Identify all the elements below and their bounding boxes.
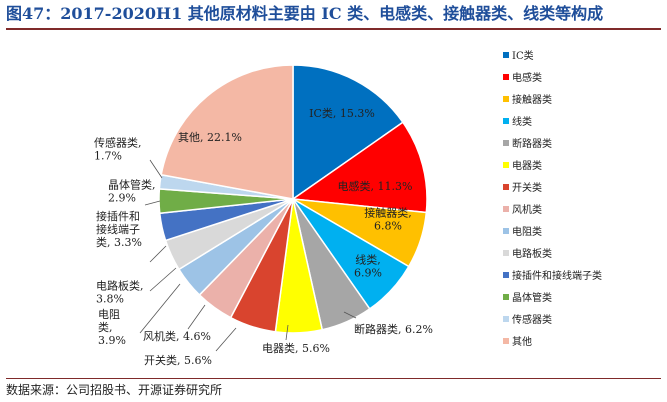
slice-label-line: 2.9%	[108, 192, 136, 205]
pie-chart: IC类, 15.3% 电感类, 11.3% 接触器类, 6.8% 线类, 6.9% 断路器类…	[94, 49, 602, 367]
slice-label-line: 电路板类,	[96, 279, 144, 293]
slice-label-line: 接触器类,	[364, 206, 412, 220]
slice-data-label: 电阻类, 3.9%	[98, 308, 126, 347]
slice-label-line: 电阻	[98, 308, 120, 321]
legend-label: IC类	[512, 49, 534, 62]
slice-label-line: 6.8%	[374, 220, 402, 233]
legend-swatch	[503, 162, 509, 168]
slice-label-line: 接线端子	[96, 222, 140, 236]
legend-label: 断路器类	[512, 137, 552, 150]
slice-data-label: 其他, 22.1%	[178, 131, 242, 144]
legend-label: 电路板类	[512, 247, 552, 260]
slice-label-line: 1.7%	[94, 150, 122, 163]
leader-line	[149, 159, 163, 179]
slice-data-label: IC类, 15.3%	[309, 106, 375, 120]
leader-line	[149, 245, 167, 263]
title-divider	[6, 28, 661, 30]
source-divider	[6, 378, 661, 379]
legend-label: 线类	[512, 115, 532, 128]
legend-swatch	[503, 250, 509, 256]
slice-data-label: 电器类, 5.6%	[262, 341, 330, 355]
slice-label-line: 传感器类,	[94, 136, 142, 150]
legend-swatch	[503, 118, 509, 124]
slice-data-label: 传感器类, 1.7%	[94, 136, 142, 163]
slice-data-label: 断路器类, 6.2%	[354, 322, 433, 336]
leader-line	[187, 304, 206, 330]
legend-label: 晶体管类	[512, 291, 552, 304]
legend-swatch	[503, 184, 509, 190]
legend-swatch	[503, 74, 509, 80]
leader-line	[285, 324, 289, 341]
data-labels: IC类, 15.3% 电感类, 11.3% 接触器类, 6.8% 线类, 6.9% 断路器类…	[94, 106, 433, 367]
slice-data-label: 接插件和接线端子类, 3.3%	[96, 209, 142, 249]
slice-label-line: 晶体管类,	[108, 178, 156, 192]
legend: IC类电感类接触器类线类断路器类电器类开关类风机类电阻类电路板类接插件和接线端子…	[503, 49, 602, 348]
slice-label-line: 6.9%	[354, 267, 382, 280]
pie-slices	[158, 64, 428, 334]
legend-label: 风机类	[512, 203, 542, 216]
slice-label-line: 电器类, 5.6%	[262, 341, 330, 355]
legend-label: 电器类	[512, 159, 542, 172]
slice-data-label: 接触器类, 6.8%	[364, 206, 412, 233]
leader-line	[144, 200, 161, 206]
slice-label-line: 3.9%	[98, 334, 126, 347]
legend-label: 开关类	[512, 181, 542, 194]
legend-swatch	[503, 228, 509, 234]
slice-data-label: 风机类, 4.6%	[143, 329, 211, 343]
slice-label-line: 线类,	[355, 253, 381, 267]
leader-line	[215, 327, 237, 352]
slice-data-label: 电路板类, 3.8%	[96, 279, 144, 306]
legend-swatch	[503, 294, 509, 300]
slice-label-line: 风机类, 4.6%	[143, 329, 211, 343]
slice-label-line: 接插件和	[96, 209, 140, 223]
slice-label-line: 类,	[98, 320, 113, 334]
legend-label: 电阻类	[512, 225, 542, 238]
legend-label: 其他	[512, 335, 532, 348]
legend-swatch	[503, 206, 509, 212]
pie-slice	[160, 64, 294, 200]
slice-data-label: 电感类, 11.3%	[338, 179, 413, 193]
legend-swatch	[503, 272, 509, 278]
slice-label-line: 电感类, 11.3%	[338, 179, 413, 193]
leader-line	[149, 267, 177, 292]
slice-label-line: IC类, 15.3%	[309, 106, 375, 120]
slice-data-label: 晶体管类, 2.9%	[108, 178, 156, 205]
slice-label-line: 断路器类, 6.2%	[354, 322, 433, 336]
slice-label-line: 其他, 22.1%	[178, 131, 242, 144]
legend-label: 接插件和接线端子类	[512, 269, 602, 282]
legend-swatch	[503, 338, 509, 344]
figure-title: 图47：2017-2020H1 其他原材料主要由 IC 类、电感类、接触器类、线…	[6, 4, 604, 23]
legend-label: 传感器类	[512, 313, 552, 326]
leader-line	[343, 311, 357, 319]
slice-label-line: 3.8%	[96, 293, 124, 306]
legend-label: 电感类	[512, 71, 542, 84]
slice-label-line: 开关类, 5.6%	[144, 353, 212, 367]
legend-label: 接触器类	[512, 93, 552, 106]
legend-swatch	[503, 316, 509, 322]
legend-swatch	[503, 52, 509, 58]
pie-slice	[290, 121, 428, 214]
slice-data-label: 线类, 6.9%	[354, 253, 382, 280]
source-note: 数据来源：公司招股书、开源证券研究所	[6, 383, 223, 397]
leader-lines	[139, 159, 357, 352]
slice-label-line: 类, 3.3%	[96, 235, 142, 249]
legend-swatch	[503, 96, 509, 102]
slice-data-label: 开关类, 5.6%	[144, 353, 212, 367]
legend-swatch	[503, 140, 509, 146]
leader-line	[139, 283, 181, 334]
pie-slice	[292, 64, 404, 201]
